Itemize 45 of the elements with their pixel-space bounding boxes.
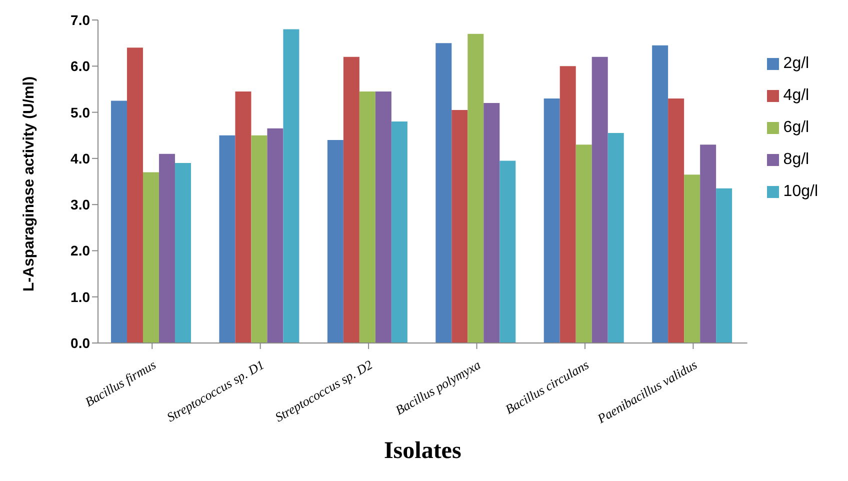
bar — [219, 135, 236, 343]
bar — [359, 92, 376, 343]
bar — [684, 174, 700, 343]
bar — [110, 100, 127, 343]
bar — [544, 98, 560, 343]
y-axis-title: L-Asparaginase activity (U/ml) — [20, 76, 38, 292]
legend-label: 6g/l — [783, 119, 810, 136]
y-tick-label: 5.0 — [70, 104, 90, 120]
bar — [716, 188, 732, 343]
bar — [468, 34, 484, 343]
y-tick-label: 4.0 — [70, 150, 90, 166]
y-tick-label: 2.0 — [70, 242, 90, 259]
bar — [592, 56, 608, 343]
bar — [267, 128, 284, 343]
bar — [343, 56, 360, 343]
bar — [668, 98, 684, 343]
bar — [391, 122, 408, 343]
bar — [235, 92, 252, 343]
bar — [608, 133, 624, 343]
bar — [700, 144, 716, 343]
bar — [142, 172, 159, 343]
bar — [174, 163, 191, 343]
legend-label: 2g/l — [783, 55, 810, 72]
y-tick-label: 1.0 — [70, 288, 90, 305]
bar — [251, 135, 268, 343]
bar — [327, 140, 344, 343]
bar — [500, 160, 516, 343]
bar — [375, 92, 392, 343]
bar — [158, 154, 175, 343]
legend-label: 8g/l — [783, 151, 810, 168]
bar — [126, 48, 143, 343]
y-tick-label: 0.0 — [70, 334, 90, 351]
x-axis-title: Isolates — [384, 438, 462, 464]
bar — [484, 103, 500, 343]
y-tick-label: 6.0 — [70, 58, 90, 74]
bar — [283, 29, 300, 343]
legend-label: 10g/l — [783, 183, 818, 200]
bar — [452, 110, 468, 343]
y-tick-label: 7.0 — [70, 12, 90, 28]
bar — [576, 144, 592, 343]
bar — [560, 66, 576, 343]
legend-label: 4g/l — [783, 87, 810, 104]
y-tick-label: 3.0 — [70, 196, 90, 213]
bar — [436, 43, 452, 343]
bar — [652, 45, 668, 343]
